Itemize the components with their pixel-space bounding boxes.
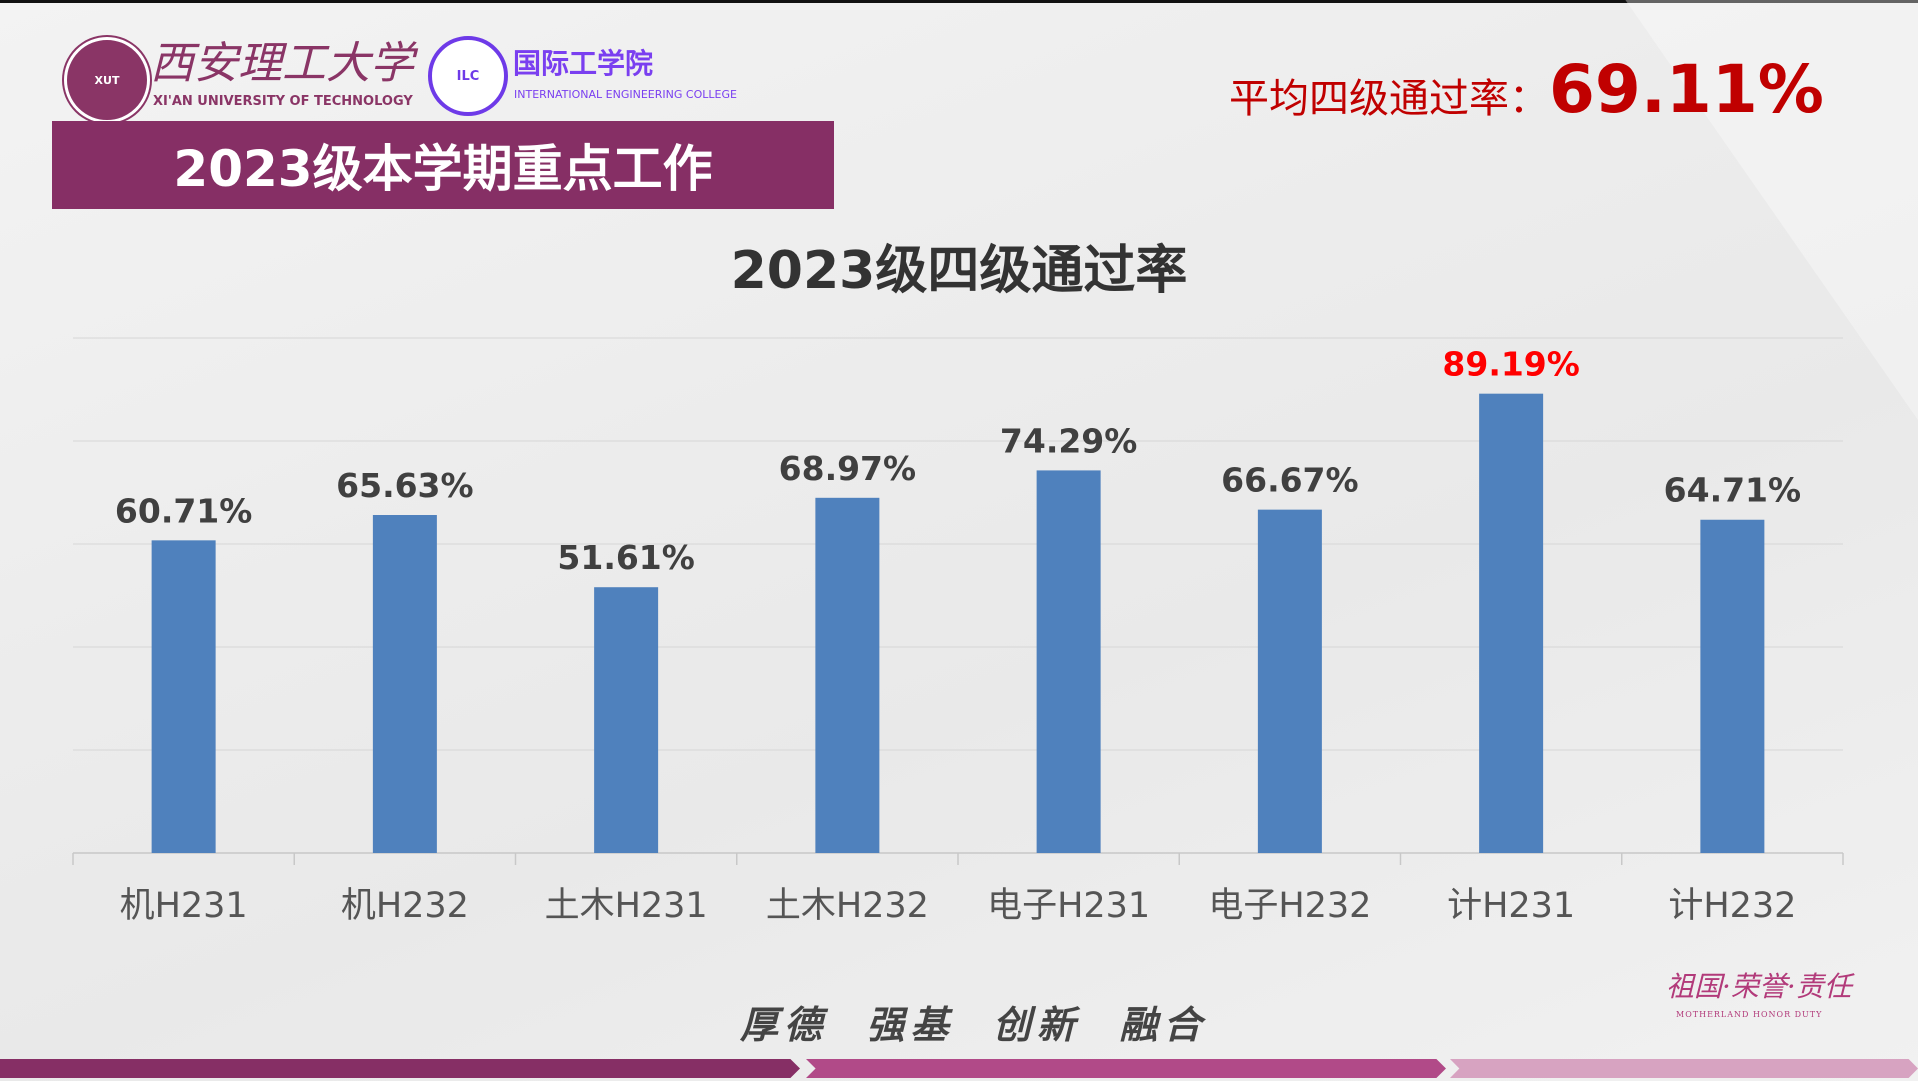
slogan: 厚德 强基 创新 融合 [740, 1002, 1208, 1047]
university-logo: XUT [64, 37, 150, 123]
college-logo: ILC [428, 36, 508, 116]
category-label: 计H232 [1668, 886, 1796, 926]
bar [372, 515, 437, 853]
motto-cn: 祖国·荣誉·责任 [1666, 970, 1852, 1003]
bar [151, 540, 216, 853]
motto-en: MOTHERLAND HONOR DUTY [1676, 1010, 1823, 1019]
footer-bar-1 [0, 1059, 800, 1078]
category-label: 土木H232 [766, 886, 929, 926]
bar [594, 587, 659, 853]
category-label: 电子H231 [987, 886, 1150, 926]
data-label: 60.71% [115, 491, 252, 530]
page-title-banner: 2023级本学期重点工作 [52, 121, 834, 209]
top-border [0, 0, 1918, 3]
logo-text: XUT [94, 73, 120, 87]
average-pass-rate: 平均四级通过率：69.11% [1229, 52, 1824, 145]
data-label: 51.61% [557, 538, 694, 577]
data-label: 66.67% [1221, 461, 1358, 500]
category-label: 机H231 [120, 886, 248, 926]
category-label: 电子H232 [1208, 886, 1371, 926]
average-label: 平均四级通过率： [1229, 76, 1549, 122]
bar [1479, 393, 1544, 853]
university-name-en: XI'AN UNIVERSITY OF TECHNOLOGY [153, 94, 413, 109]
data-label: 89.19% [1442, 345, 1579, 384]
footer-bar-2 [806, 1059, 1446, 1078]
bar [1700, 519, 1765, 853]
college-name-cn: 国际工学院 [513, 47, 654, 80]
chart-title: 2023级四级通过率 [730, 241, 1188, 301]
category-label: 土木H231 [545, 886, 708, 926]
bar [1036, 470, 1101, 853]
college-name-en: INTERNATIONAL ENGINEERING COLLEGE [514, 88, 737, 101]
data-label: 74.29% [1000, 421, 1137, 460]
bar [815, 497, 880, 853]
logo-text: ILC [456, 68, 480, 84]
university-name-cn: 西安理工大学 [150, 38, 414, 89]
data-label: 65.63% [336, 466, 473, 505]
data-label: 68.97% [779, 449, 916, 488]
category-label: 机H232 [341, 886, 469, 926]
footer-bar-3 [1450, 1059, 1918, 1078]
average-value: 69.11% [1549, 51, 1824, 128]
data-label: 64.71% [1664, 471, 1801, 510]
bar [1257, 509, 1322, 853]
category-label: 计H231 [1447, 886, 1575, 926]
